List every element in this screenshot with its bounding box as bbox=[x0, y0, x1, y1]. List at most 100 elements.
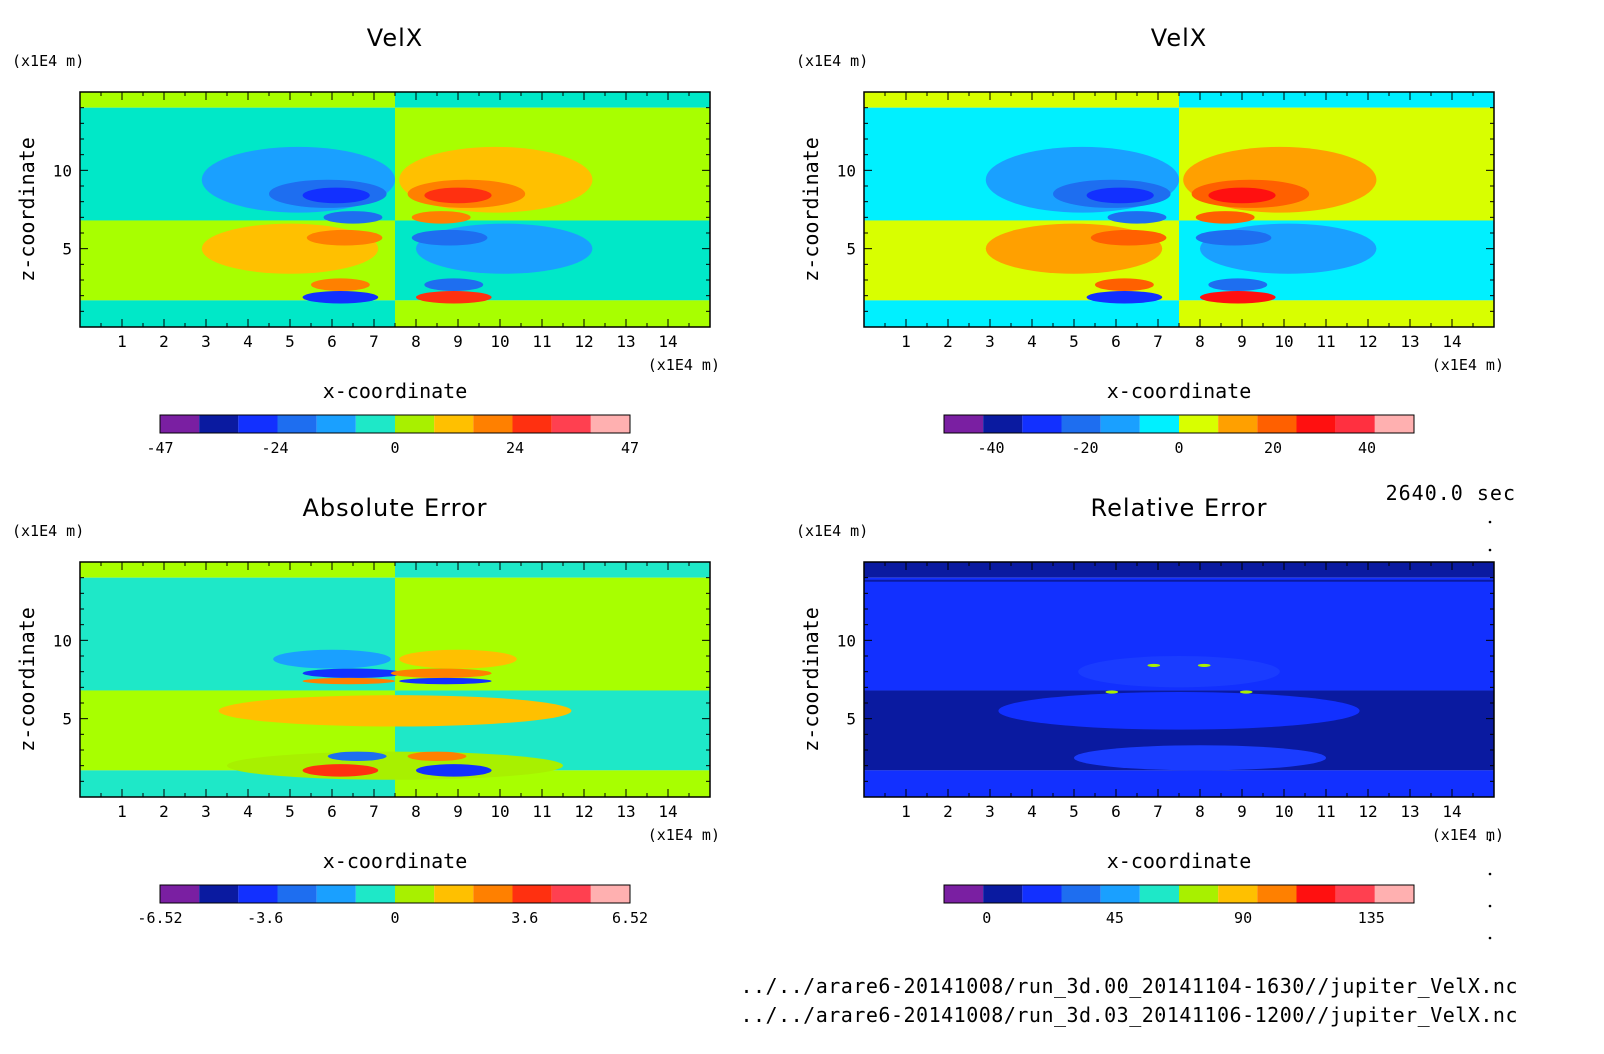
plot-area bbox=[80, 562, 710, 797]
field-band-left bbox=[80, 562, 395, 578]
x-tick-label: 6 bbox=[1111, 802, 1121, 821]
field-band-right bbox=[1179, 770, 1494, 797]
colorbar-swatch bbox=[316, 415, 356, 433]
colorbar-swatch bbox=[1335, 415, 1375, 433]
y-tick-label: 5 bbox=[62, 710, 72, 729]
x-tick-label: 2 bbox=[943, 802, 953, 821]
field-band-right bbox=[1179, 92, 1494, 108]
y-unit-label: (x1E4 m) bbox=[12, 52, 84, 70]
field-band-right bbox=[395, 300, 710, 327]
colorbar-label: 90 bbox=[1234, 909, 1252, 927]
colorbar-frame bbox=[943, 884, 1415, 904]
field-contour bbox=[1208, 187, 1276, 204]
marker-dot bbox=[1488, 904, 1492, 908]
x-tick-label: 11 bbox=[1316, 332, 1335, 351]
field-contour bbox=[311, 278, 370, 291]
y-unit-label: (x1E4 m) bbox=[796, 522, 868, 540]
field-band-left bbox=[864, 770, 1179, 797]
x-tick-label: 4 bbox=[243, 332, 253, 351]
x-axis-label: x-coordinate bbox=[1107, 379, 1252, 403]
field-contour bbox=[1195, 229, 1272, 246]
colorbar-swatch bbox=[1061, 415, 1101, 433]
colorbar-swatch bbox=[1374, 415, 1414, 433]
colorbar-swatch bbox=[395, 885, 435, 903]
field-contour bbox=[416, 290, 492, 304]
field-contour bbox=[1086, 187, 1154, 204]
x-tick-label: 13 bbox=[1400, 332, 1419, 351]
x-tick-label: 2 bbox=[159, 332, 169, 351]
colorbar-swatch bbox=[238, 885, 278, 903]
colorbar-swatch bbox=[944, 885, 984, 903]
x-tick-label: 4 bbox=[1027, 332, 1037, 351]
colorbar-swatch bbox=[1139, 415, 1179, 433]
colorbar-swatch bbox=[1061, 885, 1101, 903]
x-tick-label: 13 bbox=[616, 802, 635, 821]
x-tick-label: 14 bbox=[658, 332, 677, 351]
field-contour bbox=[1208, 278, 1268, 291]
field-band-right bbox=[395, 562, 710, 578]
field-contour bbox=[302, 290, 379, 304]
colorbar-swatch bbox=[473, 885, 513, 903]
x-tick-label: 6 bbox=[327, 802, 337, 821]
colorbar-swatch bbox=[1296, 415, 1336, 433]
colorbar-swatch bbox=[1257, 415, 1297, 433]
field-contour bbox=[1105, 690, 1119, 694]
colorbar-swatch bbox=[944, 415, 984, 433]
x-tick-label: 11 bbox=[532, 802, 551, 821]
x-tick-label: 1 bbox=[901, 332, 911, 351]
colorbar-label: 40 bbox=[1358, 439, 1376, 457]
x-tick-label: 5 bbox=[285, 802, 295, 821]
colorbar-swatch bbox=[473, 415, 513, 433]
colorbar-label: 20 bbox=[1264, 439, 1282, 457]
field-contour bbox=[1074, 745, 1326, 771]
colorbar-label: 135 bbox=[1358, 909, 1385, 927]
field-contour bbox=[302, 187, 370, 204]
colorbar-swatch bbox=[1139, 885, 1179, 903]
field-band-left bbox=[80, 300, 395, 327]
colorbar-swatch bbox=[590, 885, 630, 903]
x-unit-label: (x1E4 m) bbox=[1432, 356, 1504, 374]
field-contour bbox=[399, 677, 492, 685]
colorbar-swatch bbox=[395, 415, 435, 433]
x-tick-label: 4 bbox=[243, 802, 253, 821]
x-tick-label: 14 bbox=[658, 802, 677, 821]
x-tick-label: 13 bbox=[616, 332, 635, 351]
x-tick-label: 7 bbox=[369, 332, 379, 351]
y-axis-label: z-coordinate bbox=[799, 137, 823, 282]
x-tick-label: 12 bbox=[1358, 802, 1377, 821]
field-contour bbox=[1078, 656, 1280, 688]
chart-title: VelX bbox=[1151, 24, 1207, 52]
colorbar-swatch bbox=[1100, 885, 1140, 903]
field-contour bbox=[327, 751, 387, 761]
field-contour bbox=[416, 764, 492, 777]
marker-dot bbox=[1488, 936, 1492, 940]
colorbar-label: -6.52 bbox=[137, 909, 182, 927]
field-contour bbox=[323, 211, 383, 224]
x-tick-label: 8 bbox=[1195, 802, 1205, 821]
field-contour bbox=[390, 668, 492, 678]
x-axis-label: x-coordinate bbox=[323, 379, 468, 403]
colorbar-swatch bbox=[277, 885, 317, 903]
field-band-left bbox=[864, 300, 1179, 327]
field-contour bbox=[302, 764, 379, 777]
chart-title: Absolute Error bbox=[302, 494, 487, 522]
x-tick-label: 7 bbox=[369, 802, 379, 821]
x-tick-label: 13 bbox=[1400, 802, 1419, 821]
marker-dot bbox=[1488, 548, 1492, 552]
colorbar-label: -20 bbox=[1071, 439, 1098, 457]
field-band-right bbox=[1179, 562, 1494, 578]
colorbar-swatch bbox=[160, 885, 200, 903]
field-contour bbox=[273, 649, 391, 669]
colorbar-swatch bbox=[238, 415, 278, 433]
colorbar-swatch bbox=[551, 415, 591, 433]
x-tick-label: 6 bbox=[1111, 332, 1121, 351]
field-band-right bbox=[1179, 300, 1494, 327]
colorbar-swatch bbox=[1100, 415, 1140, 433]
x-tick-label: 8 bbox=[411, 802, 421, 821]
y-tick-label: 5 bbox=[62, 240, 72, 259]
chart-title: VelX bbox=[367, 24, 423, 52]
